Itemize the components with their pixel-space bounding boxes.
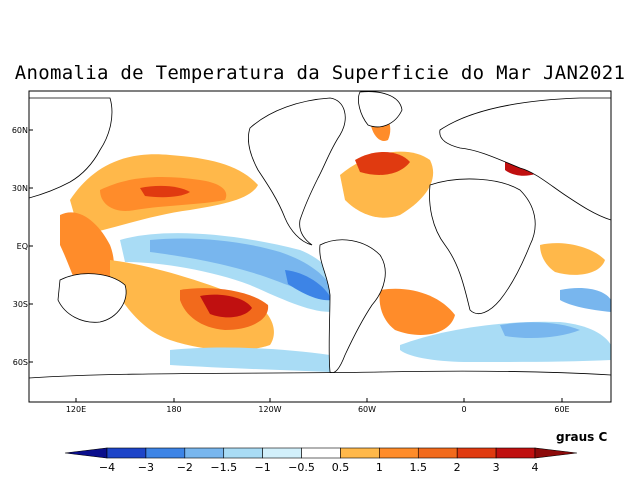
colorbar bbox=[64, 447, 578, 459]
anomaly-patch-hot-natlantic bbox=[355, 151, 410, 175]
colorbar-segment bbox=[223, 447, 263, 459]
anomaly-field bbox=[29, 91, 611, 402]
colorbar-segment bbox=[301, 447, 341, 459]
colorbar-segment bbox=[456, 447, 497, 459]
anomaly-patch-cool-spacific-band bbox=[170, 347, 330, 372]
map-title: Anomalia de Temperatura da Superficie do… bbox=[14, 62, 626, 84]
colorbar-segment bbox=[495, 447, 536, 459]
colorbar-segment bbox=[145, 447, 186, 459]
lon-label-0: 0 bbox=[461, 405, 467, 414]
colorbar-tick-label: −4 bbox=[98, 461, 116, 474]
colorbar-segment bbox=[106, 447, 147, 459]
land-north-america bbox=[248, 97, 346, 246]
colorbar-tick-label: −1.5 bbox=[210, 461, 238, 474]
colorbar-tick-label: 0.5 bbox=[331, 461, 350, 474]
colorbar-tick-label: −0.5 bbox=[288, 461, 315, 474]
lat-label-30n: 30N bbox=[11, 184, 28, 193]
axis-ticks bbox=[29, 129, 563, 402]
lon-label-180: 180 bbox=[166, 405, 182, 414]
lat-label-30s: 30S bbox=[12, 300, 28, 309]
colorbar-segment bbox=[262, 447, 302, 459]
land-antarctica bbox=[29, 370, 611, 402]
lat-label-60s: 60S bbox=[12, 358, 28, 367]
lon-label-120e: 120E bbox=[65, 405, 87, 414]
colorbar-tick-label: 2 bbox=[453, 461, 461, 474]
lon-label-60w: 60W bbox=[357, 405, 377, 414]
land-australia bbox=[57, 273, 127, 323]
colorbar-segment bbox=[340, 447, 380, 459]
colorbar-units: graus C bbox=[556, 430, 608, 444]
colorbar-arrow-high bbox=[534, 447, 578, 459]
lat-label-60n: 60N bbox=[11, 126, 28, 135]
colorbar-tick-label: −1 bbox=[254, 461, 271, 474]
land-eurasia bbox=[439, 97, 611, 221]
colorbar-segment bbox=[379, 447, 419, 459]
anomaly-patch-cool-indian bbox=[560, 288, 611, 312]
land-east-asia bbox=[29, 97, 113, 199]
colorbar-segment bbox=[184, 447, 225, 459]
lat-label-eq: EQ bbox=[16, 242, 28, 251]
anomaly-patch-cool-southern-core bbox=[500, 322, 580, 338]
anomaly-patch-warm-npacific-hot bbox=[140, 185, 190, 198]
colorbar-tick-label: −2 bbox=[176, 461, 193, 474]
lon-label-60e: 60E bbox=[554, 405, 570, 414]
colorbar-arrow-low bbox=[64, 447, 108, 459]
anomaly-patch-warm-indian bbox=[540, 243, 605, 275]
land-south-america bbox=[319, 239, 386, 374]
colorbar-tick-label: 1.5 bbox=[409, 461, 428, 474]
anomaly-patch-cool-pacific-deep bbox=[285, 270, 332, 301]
colorbar-tick-label: −3 bbox=[137, 461, 155, 474]
lon-label-120w: 120W bbox=[258, 405, 282, 414]
land bbox=[29, 91, 611, 402]
land-africa bbox=[429, 178, 536, 314]
colorbar-tick-label: 3 bbox=[492, 461, 500, 474]
colorbar-tick-label: 1 bbox=[375, 461, 383, 474]
colorbar-tick-label: 4 bbox=[531, 461, 539, 474]
anomaly-patch-warm-satlantic bbox=[379, 288, 455, 335]
anomaly-patch-hot-spacific bbox=[200, 294, 252, 318]
land-greenland bbox=[358, 91, 403, 128]
colorbar-segment bbox=[417, 447, 458, 459]
